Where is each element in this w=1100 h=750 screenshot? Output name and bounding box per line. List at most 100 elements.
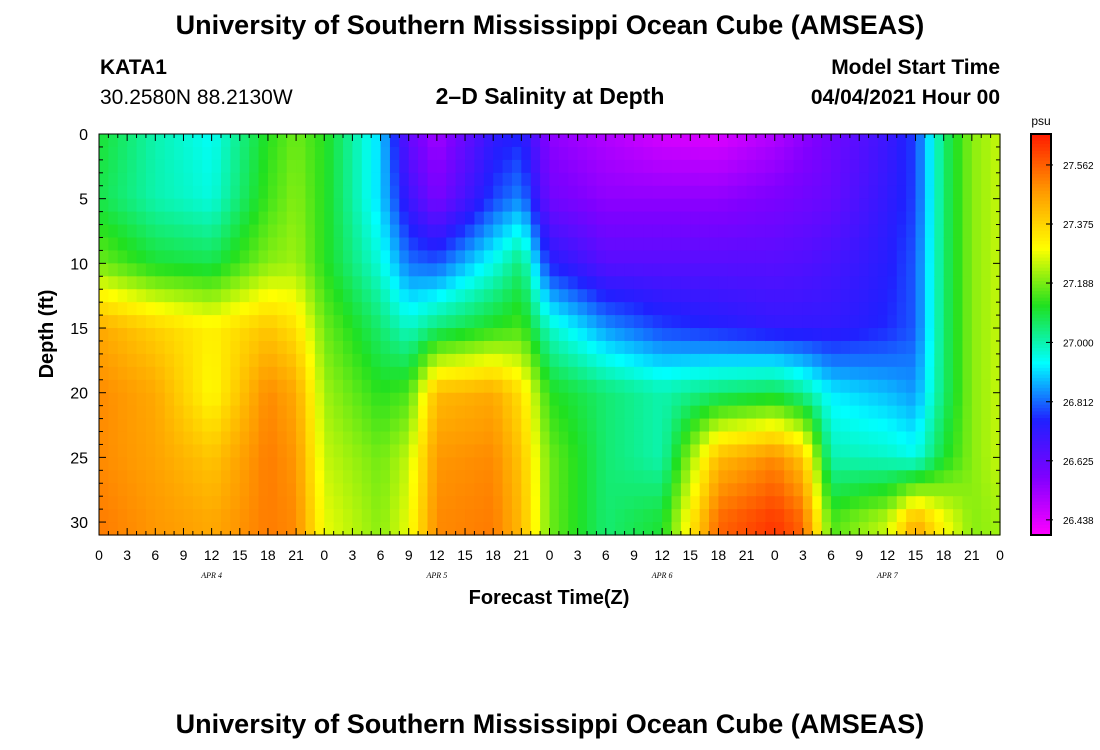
heatmap-cell xyxy=(361,302,372,316)
heatmap-cell xyxy=(680,263,691,277)
heatmap-cell xyxy=(943,444,954,458)
heatmap-cell xyxy=(230,457,241,471)
colorbar-tick-label: 26.625 xyxy=(1063,457,1094,468)
heatmap-cell xyxy=(802,379,813,394)
heatmap-cell xyxy=(258,185,269,200)
heatmap-cell xyxy=(511,250,522,264)
heatmap-cell xyxy=(277,457,288,471)
heatmap-cell xyxy=(849,483,860,497)
heatmap-cell xyxy=(117,263,128,277)
heatmap-cell xyxy=(343,211,354,226)
heatmap-cell xyxy=(971,353,982,368)
heatmap-cell xyxy=(915,263,926,277)
heatmap-cell xyxy=(746,211,757,226)
heatmap-cell xyxy=(624,366,635,381)
heatmap-cell xyxy=(174,431,185,446)
heatmap-cell xyxy=(239,263,250,277)
heatmap-cell xyxy=(699,379,710,394)
heatmap-cell xyxy=(784,340,795,355)
heatmap-cell xyxy=(662,302,673,316)
heatmap-cell xyxy=(896,315,907,329)
heatmap-cell xyxy=(230,366,241,381)
heatmap-cell xyxy=(174,405,185,420)
heatmap-cell xyxy=(671,172,682,187)
heatmap-cell xyxy=(371,224,382,239)
heatmap-cell xyxy=(296,289,307,303)
heatmap-cell xyxy=(446,496,457,510)
heatmap-cell xyxy=(859,237,870,252)
heatmap-cell xyxy=(727,185,738,200)
heatmap-cell xyxy=(596,134,607,148)
colorbar-swatch xyxy=(1031,337,1051,342)
colorbar-swatch xyxy=(1031,187,1051,192)
heatmap-cell xyxy=(192,172,203,187)
heatmap-cell xyxy=(821,263,832,277)
heatmap-cell xyxy=(774,392,785,407)
heatmap-cell xyxy=(483,328,494,342)
heatmap-cell xyxy=(483,405,494,420)
heatmap-cell xyxy=(924,302,935,316)
heatmap-cell xyxy=(915,483,926,497)
heatmap-cell xyxy=(812,418,823,433)
colorbar-swatch xyxy=(1031,264,1051,269)
page-footer-title: University of Southern Mississippi Ocean… xyxy=(175,709,925,739)
heatmap-cell xyxy=(305,405,316,420)
y-tick-label: 25 xyxy=(70,450,88,467)
heatmap-cell xyxy=(849,340,860,355)
heatmap-cell xyxy=(727,263,738,277)
heatmap-cell xyxy=(727,328,738,342)
heatmap-cell xyxy=(943,263,954,277)
heatmap-cell xyxy=(145,134,156,148)
heatmap-cell xyxy=(511,522,522,536)
heatmap-cell xyxy=(746,366,757,381)
heatmap-cell xyxy=(192,392,203,407)
heatmap-cell xyxy=(408,353,419,368)
heatmap-cell xyxy=(765,250,776,264)
heatmap-cell xyxy=(296,496,307,510)
heatmap-cell xyxy=(990,457,1001,471)
heatmap-cell xyxy=(249,509,260,523)
heatmap-cell xyxy=(408,457,419,471)
heatmap-cell xyxy=(117,185,128,200)
heatmap-cell xyxy=(831,392,842,407)
heatmap-cell xyxy=(258,328,269,342)
heatmap-cell xyxy=(755,237,766,252)
heatmap-cell xyxy=(202,379,213,394)
heatmap-cell xyxy=(877,134,888,148)
heatmap-cell xyxy=(108,289,119,303)
heatmap-cell xyxy=(155,431,166,446)
heatmap-cell xyxy=(174,509,185,523)
heatmap-cell xyxy=(896,405,907,420)
heatmap-cell xyxy=(934,340,945,355)
heatmap-cell xyxy=(568,224,579,239)
heatmap-cell xyxy=(399,172,410,187)
heatmap-cell xyxy=(371,159,382,174)
heatmap-cell xyxy=(746,172,757,187)
heatmap-cell xyxy=(267,457,278,471)
heatmap-cell xyxy=(239,496,250,510)
heatmap-cell xyxy=(436,263,447,277)
heatmap-cell xyxy=(877,224,888,239)
heatmap-cell xyxy=(155,392,166,407)
heatmap-cell xyxy=(145,276,156,290)
colorbar-swatch xyxy=(1031,347,1051,352)
heatmap-cell xyxy=(671,470,682,484)
heatmap-cell xyxy=(633,522,644,536)
heatmap-cell xyxy=(277,211,288,226)
heatmap-cell xyxy=(530,405,541,420)
heatmap-cell xyxy=(831,237,842,252)
heatmap-cell xyxy=(887,276,898,290)
heatmap-cell xyxy=(333,457,344,471)
heatmap-cell xyxy=(643,250,654,264)
heatmap-cell xyxy=(896,302,907,316)
heatmap-cell xyxy=(755,250,766,264)
heatmap-cell xyxy=(577,289,588,303)
heatmap-cell xyxy=(896,496,907,510)
heatmap-cell xyxy=(577,134,588,148)
heatmap-cell xyxy=(286,315,297,329)
heatmap-cell xyxy=(211,340,222,355)
heatmap-cell xyxy=(699,522,710,536)
heatmap-cell xyxy=(267,353,278,368)
heatmap-cell xyxy=(371,522,382,536)
heatmap-cell xyxy=(202,237,213,252)
